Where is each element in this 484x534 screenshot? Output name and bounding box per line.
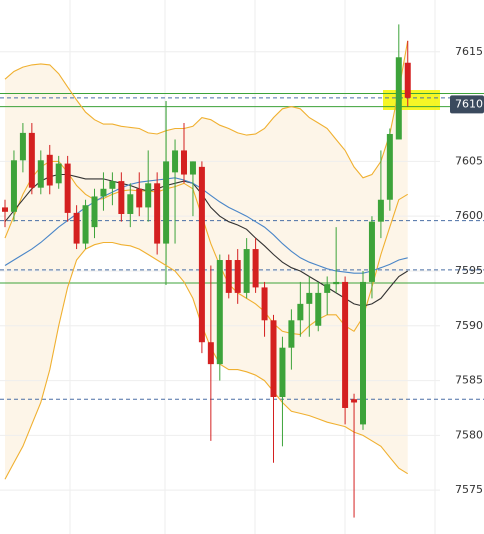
candle-body <box>306 292 313 304</box>
candle-body <box>37 160 44 188</box>
indicator-line <box>4 160 408 336</box>
candle-body <box>145 183 152 208</box>
candle-body <box>172 150 179 173</box>
candle-body <box>19 132 26 161</box>
candle-body <box>198 166 205 343</box>
y-tick-label: 7605. <box>455 154 484 167</box>
candle-body <box>243 249 250 293</box>
indicator-line <box>4 40 409 179</box>
candle-body <box>154 183 161 244</box>
candle-body <box>216 260 223 365</box>
candle-body <box>181 150 187 175</box>
candle-body <box>252 249 259 288</box>
candle-body <box>28 132 35 188</box>
candle-body <box>404 62 411 98</box>
candle-body <box>100 188 107 197</box>
candle-body <box>163 161 170 244</box>
candle-body <box>234 260 241 293</box>
candle-body <box>333 281 340 285</box>
candle-body <box>189 161 196 175</box>
candle-body <box>297 303 304 321</box>
candle-body <box>377 199 384 222</box>
candle-body <box>207 342 214 365</box>
candle-body <box>360 281 366 425</box>
y-tick-label: 7615. <box>455 45 484 58</box>
indicator-line <box>4 173 408 307</box>
candle-body <box>2 207 8 212</box>
candle-body <box>73 212 80 244</box>
candle-body <box>55 163 62 184</box>
candle-body <box>261 287 268 321</box>
candle-body <box>342 281 349 408</box>
y-tick-label: 7585. <box>455 374 484 387</box>
candle-body <box>10 160 17 212</box>
candle-body <box>82 205 89 244</box>
y-tick-label: 7580. <box>455 428 484 441</box>
y-tick-label: 7595. <box>455 264 484 277</box>
candle-body <box>395 57 402 140</box>
candle-body <box>136 188 143 208</box>
y-tick-label: 7600. <box>455 209 484 222</box>
candle-body <box>279 347 286 398</box>
candle-body <box>225 260 232 293</box>
candle-body <box>315 292 322 326</box>
y-tick-label: 7575. <box>455 483 484 496</box>
candle-body <box>386 133 393 200</box>
candle-body <box>351 399 358 403</box>
candle-body <box>288 320 295 348</box>
y-tick-label: 7590. <box>455 319 484 332</box>
candle-body <box>127 194 134 214</box>
candle-body <box>368 221 375 282</box>
price-label: 7610. <box>455 97 484 110</box>
indicator-line <box>4 177 408 274</box>
candle-body <box>109 181 116 189</box>
candle-body <box>64 163 71 213</box>
candle-body <box>270 320 277 398</box>
y-tick-label: 7620. <box>455 0 484 3</box>
candle-body <box>46 154 53 186</box>
candle-body <box>324 284 331 293</box>
indicator-line <box>4 241 408 480</box>
price-label-bg <box>450 95 484 114</box>
candle-body <box>91 196 98 228</box>
candle-body <box>118 181 125 214</box>
band-fill <box>5 40 408 480</box>
